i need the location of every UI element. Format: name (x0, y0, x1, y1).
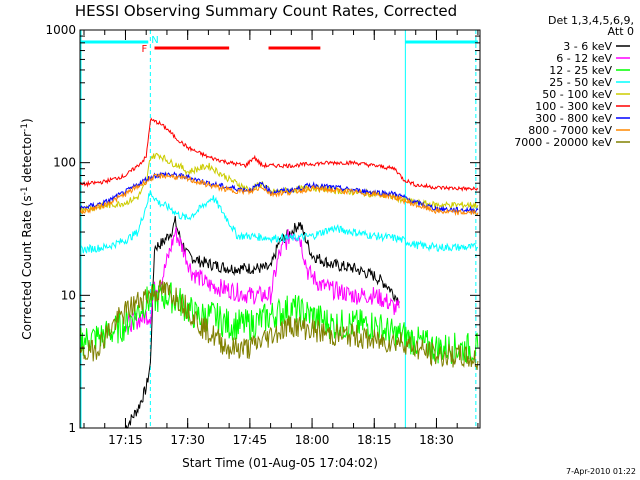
y-tick-label-1: 10 (61, 288, 76, 302)
plot-frame (79, 29, 481, 429)
series-line-2 (79, 282, 479, 364)
y-label-sup2: -1 (20, 123, 30, 132)
x-tick-label-5: 18:30 (419, 433, 454, 447)
x-tick-label-1: 17:30 (170, 433, 205, 447)
y-label-sup1: -1 (20, 186, 30, 195)
y-label-part1: Corrected Count Rate (s (20, 195, 34, 339)
legend-header-2: Att 0 (608, 25, 634, 38)
series-line-0 (125, 216, 400, 429)
y-tick-label-2: 100 (53, 156, 76, 170)
x-tick-label-2: 17:45 (233, 433, 268, 447)
legend-label-4: 50 - 100 keV (542, 88, 612, 101)
x-tick-label-0: 17:15 (108, 433, 143, 447)
y-tick-label-3: 1000 (45, 23, 76, 37)
series-line-7 (79, 172, 479, 217)
y-axis-label: Corrected Count Rate (s-1 detector-1) (20, 118, 34, 339)
legend-label-1: 6 - 12 keV (556, 52, 612, 65)
x-axis-label: Start Time (01-Aug-05 17:04:02) (182, 456, 378, 470)
flag-bars: NF (80, 35, 478, 55)
flare-flag-label: F (141, 44, 147, 55)
timestamp: 7-Apr-2010 01:22 (566, 467, 636, 476)
x-tick-label-3: 18:00 (295, 433, 330, 447)
legend-label-0: 3 - 6 keV (563, 40, 612, 53)
y-label-part2: detector (20, 132, 34, 187)
y-axis: 1 10 100 1000 (45, 23, 480, 435)
series-line-8 (79, 279, 479, 370)
series-group (79, 117, 479, 429)
y-tick-label-0: 1 (68, 421, 76, 435)
legend-label-6: 300 - 800 keV (535, 112, 612, 125)
x-tick-label-4: 18:15 (357, 433, 392, 447)
legend-label-2: 12 - 25 keV (549, 64, 612, 77)
legend-header-1: Det 1,3,4,5,6,9, (548, 14, 634, 27)
legend-label-7: 800 - 7000 keV (528, 124, 612, 137)
legend-label-5: 100 - 300 keV (535, 100, 612, 113)
series-line-3 (79, 190, 479, 254)
series-line-1 (125, 226, 400, 333)
chart-title: HESSI Observing Summary Count Rates, Cor… (75, 2, 457, 20)
series-line-5 (79, 117, 479, 192)
night-flag-label: N (151, 35, 158, 46)
legend-label-8: 7000 - 20000 keV (514, 136, 612, 149)
x-axis: 17:15 17:30 17:45 18:00 18:15 18:30 (83, 30, 479, 447)
legend-label-3: 25 - 50 keV (549, 76, 612, 89)
y-label-part3: ) (20, 118, 34, 123)
